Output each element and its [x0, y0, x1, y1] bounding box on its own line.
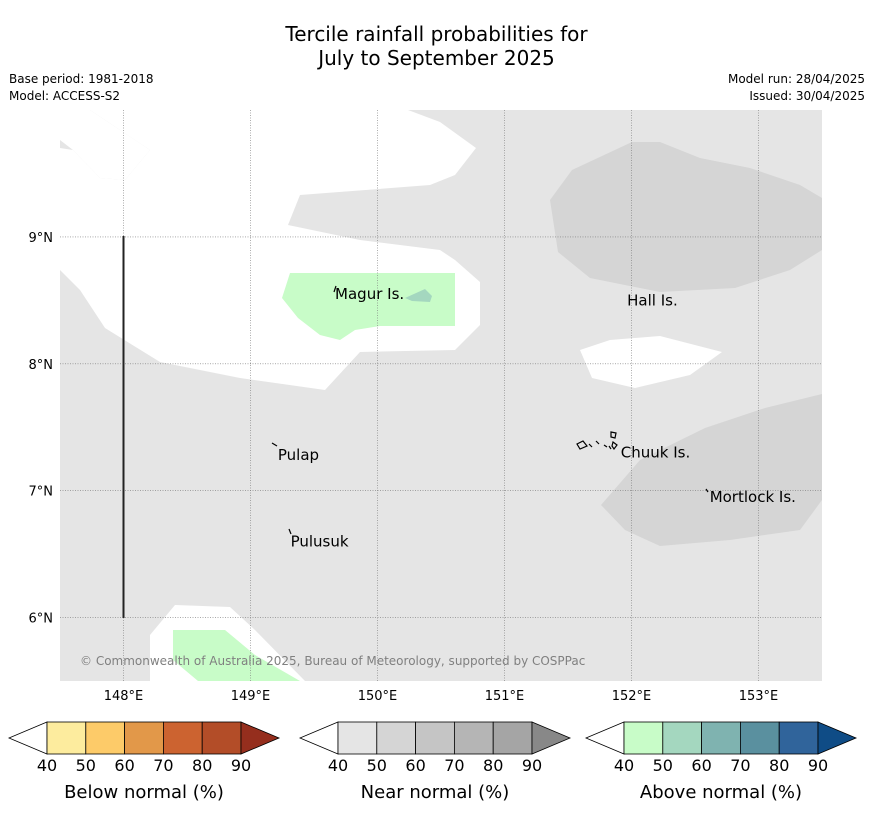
- colorbar-segment: [337, 721, 378, 755]
- lat-tick-label: 7°N: [29, 485, 54, 500]
- map-area: Magur Is. Hall Is. Pulap Chuuk Is. Mortlock …: [60, 110, 822, 681]
- island-outlines: [271, 285, 709, 535]
- colorbar-tick-label: 70: [153, 756, 173, 775]
- title-line-2: July to September 2025: [318, 46, 555, 70]
- colorbar-segment: [453, 721, 494, 755]
- lon-tick-label: 152°E: [612, 689, 652, 704]
- lat-tick-label: 6°N: [29, 612, 54, 627]
- colorbar-tick-label: 40: [37, 756, 57, 775]
- colorbar-segment: [492, 721, 533, 755]
- above-normal-40-region-north: [282, 273, 455, 340]
- colorbar-upper-extension: [531, 721, 572, 755]
- colorbar-tick-label: 70: [444, 756, 464, 775]
- colorbar-segment: [415, 721, 455, 755]
- colorbar-segment: [701, 721, 741, 755]
- colorbar-tick-label: 60: [405, 756, 425, 775]
- copyright-notice: © Commonwealth of Australia 2025, Bureau…: [80, 654, 585, 668]
- model-name: Model: ACCESS-S2: [9, 89, 121, 103]
- colorbar-tick-label: 40: [328, 756, 348, 775]
- neutral-region-north: [60, 110, 150, 180]
- colorbar-tick-label: 90: [808, 756, 828, 775]
- issued-date: Issued: 30/04/2025: [749, 89, 865, 103]
- meta-right: Model run: 28/04/2025 Issued: 30/04/2025: [728, 71, 865, 105]
- colorbar-segment: [46, 721, 87, 755]
- lat-tick-label: 9°N: [29, 231, 54, 246]
- colorbar-2: 40 50 60 70 80 90 Near normal (%): [298, 721, 572, 803]
- lat-tick-label: 8°N: [29, 358, 54, 373]
- meta-left: Base period: 1981-2018 Model: ACCESS-S2: [9, 71, 154, 105]
- colorbar-segment: [740, 721, 780, 755]
- longitude-tick-labels: 148°E 149°E 150°E 151°E 152°E 153°E: [104, 689, 779, 704]
- colorbar-lower-extension: [584, 721, 625, 755]
- colorbar-tick-label: 90: [522, 756, 542, 775]
- colorbar-segment: [376, 721, 416, 755]
- colorbar-3: 40 50 60 70 80 90 Above normal (%): [584, 721, 858, 803]
- place-label: Hall Is.: [627, 291, 678, 309]
- lon-tick-label: 150°E: [358, 689, 398, 704]
- title-line-1: Tercile rainfall probabilities for: [285, 22, 588, 46]
- lon-tick-label: 153°E: [739, 689, 779, 704]
- colorbar-upper-extension: [817, 721, 858, 755]
- place-label: Chuuk Is.: [621, 444, 690, 462]
- latitude-tick-labels: 9°N 8°N 7°N 6°N: [29, 231, 54, 627]
- mortlock-island-shape: [705, 488, 709, 493]
- magur-island-shape: [333, 285, 337, 293]
- colorbar-upper-extension: [240, 721, 281, 755]
- above-normal-40-region-south: [173, 630, 300, 681]
- colorbar-tick-label: 80: [483, 756, 503, 775]
- colorbar-label: Near normal (%): [361, 782, 510, 803]
- colorbar-tick-label: 40: [614, 756, 634, 775]
- model-run: Model run: 28/04/2025: [727, 72, 865, 86]
- colorbars: 40 50 60 70 80 90 Below normal (%) 40 50 60 70 80 90…: [7, 721, 858, 803]
- colorbar-segment: [85, 721, 126, 755]
- lon-tick-label: 151°E: [485, 689, 525, 704]
- near-normal-50-region-ne: [550, 142, 822, 292]
- colorbar-tick-label: 60: [691, 756, 711, 775]
- colorbar-tick-label: 70: [730, 756, 750, 775]
- colorbar-tick-label: 90: [231, 756, 251, 775]
- pulap-island-shape: [271, 442, 278, 447]
- colorbar-lower-extension: [7, 721, 48, 755]
- colorbar-tick-label: 80: [192, 756, 212, 775]
- place-label: Mortlock Is.: [710, 488, 796, 506]
- colorbar-tick-label: 50: [76, 756, 96, 775]
- colorbar-label: Below normal (%): [64, 782, 224, 803]
- colorbar-label: Above normal (%): [640, 782, 802, 803]
- colorbar-segment: [623, 721, 664, 755]
- lon-tick-label: 149°E: [231, 689, 271, 704]
- neutral-region-east: [580, 336, 722, 388]
- chuuk-islands-shape: [576, 431, 618, 451]
- colorbar-segment: [778, 721, 819, 755]
- colorbar-tick-label: 50: [653, 756, 673, 775]
- place-labels: Magur Is. Hall Is. Pulap Chuuk Is. Mortlock …: [278, 285, 796, 550]
- colorbar-lower-extension: [298, 721, 339, 755]
- colorbar-segment: [662, 721, 702, 755]
- map-title: Tercile rainfall probabilities for July …: [0, 22, 873, 70]
- colorbar-1: 40 50 60 70 80 90 Below normal (%): [7, 721, 281, 803]
- place-label: Magur Is.: [335, 285, 404, 303]
- place-label: Pulusuk: [291, 532, 349, 550]
- colorbar-segment: [162, 721, 203, 755]
- colorbar-segment: [201, 721, 242, 755]
- pulusuk-island-shape: [288, 528, 292, 535]
- place-label: Pulap: [278, 446, 319, 464]
- colorbar-tick-label: 60: [114, 756, 134, 775]
- base-period: Base period: 1981-2018: [9, 72, 154, 86]
- colorbar-tick-label: 80: [769, 756, 789, 775]
- colorbar-segment: [124, 721, 164, 755]
- lon-tick-label: 148°E: [104, 689, 144, 704]
- near-normal-50-region-se: [601, 394, 822, 546]
- above-normal-50-region: [405, 289, 432, 302]
- colorbar-tick-label: 50: [367, 756, 387, 775]
